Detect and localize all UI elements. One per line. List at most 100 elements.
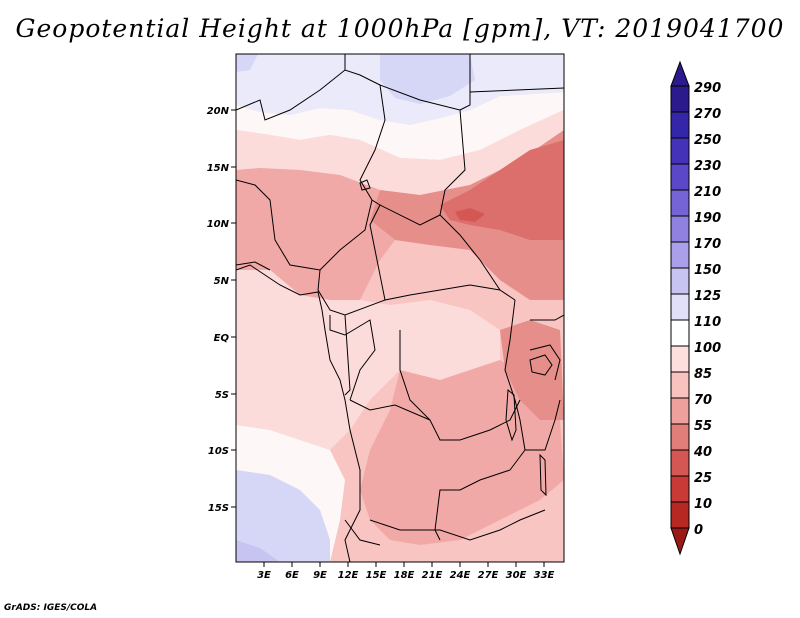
colorbar-label: 55 bbox=[694, 419, 712, 434]
colorbar-label: 70 bbox=[694, 393, 712, 408]
colorbar-bin bbox=[670, 397, 690, 425]
colorbar-bin bbox=[670, 475, 690, 503]
lake-victoria bbox=[529, 354, 553, 376]
colorbar-bin bbox=[670, 371, 690, 399]
field-high-core bbox=[380, 54, 475, 104]
field-mid-west bbox=[236, 168, 395, 300]
border-line bbox=[236, 261, 271, 271]
colorbar-label: 0 bbox=[694, 523, 703, 538]
colorbar-label: 230 bbox=[694, 159, 721, 174]
lon-label: 12E bbox=[338, 570, 359, 581]
colorbar-label: 100 bbox=[694, 341, 721, 356]
lat-label: EQ bbox=[214, 333, 230, 344]
colorbar-bin bbox=[670, 449, 690, 477]
colorbar-bin bbox=[670, 501, 690, 529]
colorbar-label: 40 bbox=[693, 445, 712, 460]
lat-label: 5S bbox=[215, 390, 229, 401]
colorbar-label: 110 bbox=[694, 315, 721, 330]
border-line bbox=[369, 204, 501, 301]
colorbar-bin bbox=[670, 215, 690, 243]
lat-label: 15N bbox=[207, 163, 230, 174]
lon-label: 18E bbox=[394, 570, 415, 581]
colorbar-bin bbox=[670, 319, 690, 347]
colorbar-label: 190 bbox=[694, 211, 721, 226]
colorbar-label: 25 bbox=[694, 471, 712, 486]
border-line bbox=[344, 519, 381, 546]
colorbar-label: 210 bbox=[694, 185, 721, 200]
border-line bbox=[379, 204, 441, 226]
border-line bbox=[504, 299, 526, 451]
colorbar-top-triangle bbox=[670, 60, 690, 87]
lake-tanganyika bbox=[505, 388, 517, 442]
colorbar-bin bbox=[670, 423, 690, 451]
colorbar-bin bbox=[670, 345, 690, 373]
border-line bbox=[529, 344, 561, 381]
border-line bbox=[236, 69, 386, 206]
colorbar-label: 85 bbox=[694, 367, 712, 382]
credit-label: GrADS: IGES/COLA bbox=[4, 603, 98, 613]
lon-label: 27E bbox=[478, 570, 499, 581]
field-white-band bbox=[236, 92, 564, 160]
border-line bbox=[369, 509, 546, 541]
geopotential-field bbox=[236, 54, 564, 562]
lat-label: 15S bbox=[208, 503, 229, 514]
lat-label: 5N bbox=[214, 276, 230, 287]
lake-chad bbox=[359, 179, 371, 191]
colorbar-bin bbox=[670, 189, 690, 217]
lon-label: 30E bbox=[506, 570, 527, 581]
axis-ticks bbox=[231, 109, 545, 567]
lon-label: 24E bbox=[450, 570, 471, 581]
colorbar-bin bbox=[670, 163, 690, 191]
border-line bbox=[459, 54, 471, 111]
lon-label: 9E bbox=[313, 570, 327, 581]
map-title: Geopotential Height at 1000hPa [gpm], VT… bbox=[15, 14, 785, 43]
border-line bbox=[329, 315, 376, 401]
field-light-south-east bbox=[460, 480, 564, 562]
colorbar-bottom-triangle bbox=[670, 527, 690, 556]
colorbar-bin bbox=[670, 111, 690, 139]
colorbar-label: 290 bbox=[694, 81, 721, 96]
lake-malawi bbox=[539, 453, 547, 497]
colorbar-label: 270 bbox=[694, 107, 721, 122]
border-line bbox=[379, 84, 516, 301]
colorbar-bin bbox=[670, 85, 690, 113]
colorbar-bin bbox=[670, 267, 690, 295]
border-line bbox=[525, 399, 561, 451]
colorbar-label: 250 bbox=[694, 133, 721, 148]
field-light-north bbox=[236, 110, 564, 195]
country-borders bbox=[236, 54, 564, 562]
lon-label: 15E bbox=[366, 570, 387, 581]
colorbar-label: 10 bbox=[694, 497, 712, 512]
colorbar-bin bbox=[670, 293, 690, 321]
border-line bbox=[349, 399, 431, 421]
colorbar-bin bbox=[670, 241, 690, 269]
lat-label: 10S bbox=[208, 446, 229, 457]
field-high-south-edge bbox=[236, 540, 280, 562]
lat-label: 10N bbox=[207, 219, 230, 230]
coastline bbox=[236, 264, 361, 562]
field-red-core-2 bbox=[455, 208, 485, 222]
lat-labels: 20N 15N 10N 5N EQ 5S 10S 15S bbox=[207, 106, 230, 514]
field-high-core-2 bbox=[236, 54, 258, 72]
border-line bbox=[317, 269, 386, 316]
field-high-south bbox=[236, 470, 330, 562]
border-line bbox=[399, 330, 521, 441]
border-line bbox=[469, 87, 564, 93]
field-mid-south bbox=[360, 360, 564, 545]
map-frame bbox=[235, 53, 565, 563]
border-line bbox=[344, 314, 351, 396]
lon-label: 33E bbox=[534, 570, 555, 581]
colorbar-label: 125 bbox=[694, 289, 721, 304]
colorbar: 290 270 250 230 210 190 170 150 125 110 … bbox=[670, 60, 721, 556]
colorbar-label: 150 bbox=[694, 263, 721, 278]
border-line bbox=[236, 179, 373, 271]
lat-label: 20N bbox=[207, 106, 230, 117]
lon-label: 21E bbox=[422, 570, 443, 581]
lon-label: 6E bbox=[285, 570, 299, 581]
lon-label: 3E bbox=[257, 570, 271, 581]
border-line bbox=[530, 314, 564, 321]
lon-labels: 3E 6E 9E 12E 15E 18E 21E 24E 27E 30E 33E bbox=[257, 570, 554, 581]
colorbar-label: 170 bbox=[694, 237, 721, 252]
colorbar-bin bbox=[670, 137, 690, 165]
